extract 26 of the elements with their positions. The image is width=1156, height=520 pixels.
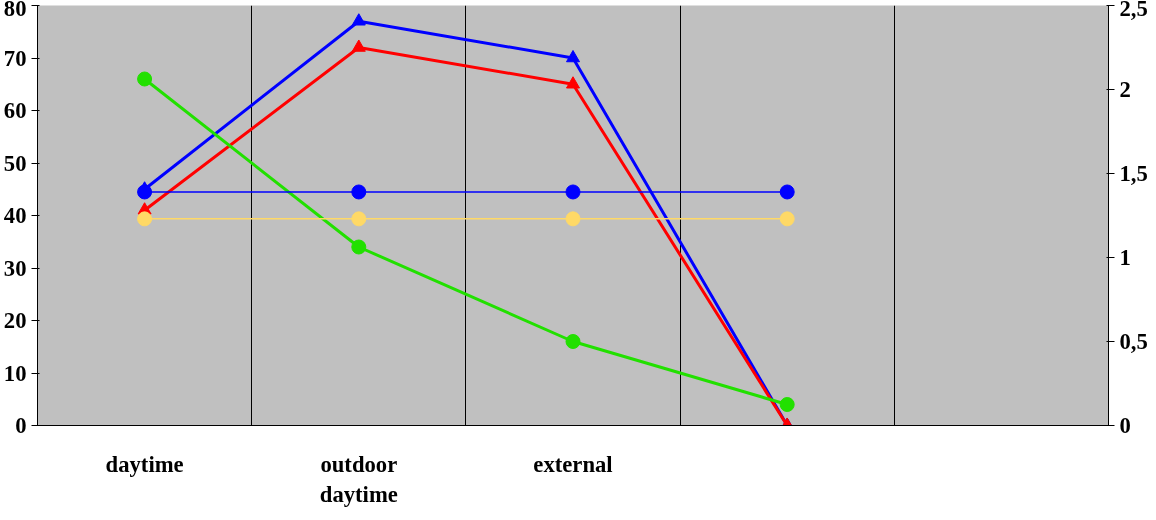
- y-tick-label: 0: [15, 413, 27, 438]
- point: [565, 334, 581, 349]
- point: [137, 71, 153, 87]
- y2-tick-label: 1: [1119, 245, 1131, 270]
- y2-tick-label: 0: [1119, 413, 1131, 438]
- x-tick-label: outdoor daytime: [319, 451, 398, 507]
- y-tick-label: 40: [3, 203, 27, 228]
- y2-tick-label: 2,5: [1119, 0, 1148, 21]
- y-tick-label: 20: [3, 308, 27, 333]
- y-tick-label: 50: [3, 150, 27, 176]
- y2-tick-label: 0,5: [1119, 329, 1148, 354]
- point: [351, 239, 367, 255]
- point: [779, 397, 795, 412]
- y-tick-label: 80: [3, 0, 27, 21]
- point: [351, 39, 366, 52]
- y-tick-label: 70: [3, 45, 27, 71]
- x-tick-label: daytime: [105, 451, 184, 477]
- y-tick-label: 30: [3, 255, 27, 281]
- y-tick-label: 60: [3, 98, 27, 123]
- x-tick-label: external: [533, 451, 613, 477]
- point: [351, 13, 366, 26]
- point: [566, 76, 580, 89]
- y2-tick-label: 1,5: [1119, 161, 1148, 186]
- y2-tick-label: 2: [1119, 77, 1131, 102]
- point: [566, 49, 580, 63]
- y-tick-label: 10: [3, 360, 27, 386]
